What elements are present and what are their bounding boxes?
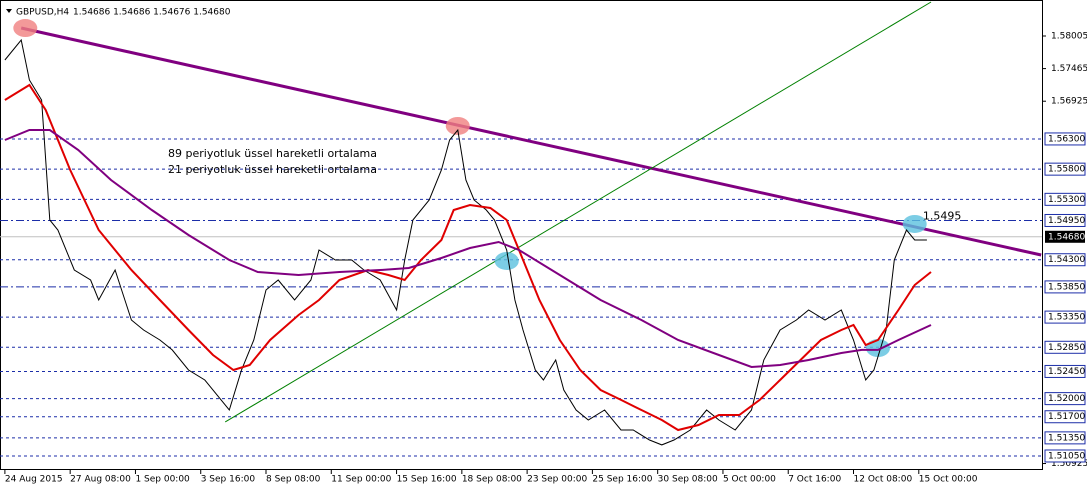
current-price-label: 1.54680 bbox=[1048, 232, 1085, 242]
x-tick-label: 8 Sep 08:00 bbox=[266, 475, 321, 485]
symbol: GBPUSD,H4 bbox=[16, 8, 69, 18]
y-tick-label: 1.58005 bbox=[1051, 31, 1087, 41]
level-label-box bbox=[1044, 310, 1086, 324]
level-label: 1.54300 bbox=[1048, 255, 1085, 265]
moving-average bbox=[4, 83, 932, 432]
level-label-box bbox=[1044, 364, 1086, 378]
x-tick-label: 11 Sep 00:00 bbox=[331, 475, 391, 485]
level-label: 1.56300 bbox=[1048, 134, 1085, 144]
level-label: 1.51700 bbox=[1048, 412, 1085, 422]
annotation: 1.5495 bbox=[923, 209, 962, 222]
level-label-box bbox=[1044, 253, 1086, 267]
x-tick-label: 25 Sep 16:00 bbox=[592, 475, 652, 485]
highlight-marker bbox=[445, 116, 470, 135]
level-label-box bbox=[1044, 192, 1086, 206]
level-label: 1.53350 bbox=[1048, 313, 1085, 323]
highlight-marker bbox=[13, 19, 38, 38]
x-tick-label: 24 Aug 2015 bbox=[5, 475, 63, 485]
x-tick-label: 18 Sep 08:00 bbox=[462, 475, 522, 485]
level-label-box bbox=[1044, 132, 1086, 146]
level-label: 1.55800 bbox=[1048, 165, 1085, 175]
x-tick-label: 3 Sep 16:00 bbox=[201, 475, 256, 485]
level-label-box bbox=[1044, 162, 1086, 176]
x-tick-label: 12 Oct 08:00 bbox=[854, 475, 913, 485]
moving-average bbox=[4, 129, 932, 369]
level-label: 1.55300 bbox=[1048, 195, 1085, 205]
level-label-box bbox=[1044, 392, 1086, 406]
legend-entry: 89 periyotluk üssel hareketli ortalama bbox=[168, 147, 377, 160]
level-label: 1.52850 bbox=[1048, 343, 1085, 353]
legend-entry: 21 periyotluk üssel hareketli ortalama bbox=[168, 163, 377, 176]
highlight-marker bbox=[494, 251, 519, 270]
level-label: 1.51350 bbox=[1048, 433, 1085, 443]
x-tick-label: 23 Sep 00:00 bbox=[527, 475, 587, 485]
level-label: 1.52450 bbox=[1048, 367, 1085, 377]
level-label: 1.53850 bbox=[1048, 282, 1085, 292]
level-label: 1.52000 bbox=[1048, 394, 1085, 404]
x-tick-label: 1 Sep 00:00 bbox=[135, 475, 190, 485]
x-tick-label: 15 Sep 16:00 bbox=[397, 475, 457, 485]
menu-triangle[interactable] bbox=[6, 9, 12, 13]
y-tick-label: 1.56925 bbox=[1051, 97, 1087, 107]
y-tick-label: 1.57465 bbox=[1051, 64, 1087, 74]
x-tick-label: 27 Aug 08:00 bbox=[70, 475, 131, 485]
level-label: 1.54950 bbox=[1048, 216, 1085, 226]
highlight-marker bbox=[865, 339, 890, 358]
level-label-box bbox=[1044, 340, 1086, 354]
current-price-box bbox=[1045, 230, 1085, 243]
level-label: 1.51050 bbox=[1048, 451, 1085, 461]
level-label-box bbox=[1044, 410, 1086, 424]
level-label-box bbox=[1044, 213, 1086, 227]
x-tick-label: 5 Oct 00:00 bbox=[723, 475, 776, 485]
highlight-marker bbox=[902, 214, 927, 233]
x-tick-label: 30 Sep 08:00 bbox=[658, 475, 718, 485]
level-label-box bbox=[1044, 280, 1086, 294]
price-line bbox=[4, 38, 927, 446]
y-tick-label: 1.50925 bbox=[1051, 459, 1087, 469]
trend-line bbox=[224, 1, 932, 423]
trend-line bbox=[20, 26, 1042, 257]
plot-frame bbox=[0, 0, 1043, 470]
x-tick-label: 7 Oct 16:00 bbox=[788, 475, 841, 485]
x-tick-label: 15 Oct 00:00 bbox=[919, 475, 978, 485]
level-label-box bbox=[1044, 449, 1086, 463]
quote: 1.54686 1.54686 1.54676 1.54680 bbox=[73, 8, 231, 18]
level-label-box bbox=[1044, 431, 1086, 445]
